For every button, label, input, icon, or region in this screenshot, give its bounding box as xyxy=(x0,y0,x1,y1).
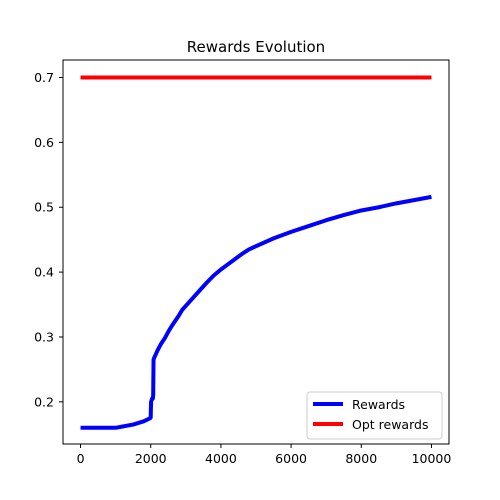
chart-title: Rewards Evolution xyxy=(187,38,325,56)
series-line-rewards xyxy=(80,194,432,430)
y-tick-label: 0.6 xyxy=(34,135,54,150)
y-tick-label: 0.3 xyxy=(34,329,54,344)
y-tick-label: 0.2 xyxy=(34,394,54,409)
y-tick-label: 0.5 xyxy=(34,200,54,215)
x-tick-label: 8000 xyxy=(345,451,377,466)
x-tick-label: 0 xyxy=(77,451,85,466)
x-tick-label: 2000 xyxy=(135,451,167,466)
plot-frame xyxy=(62,59,450,445)
y-tick-label: 0.7 xyxy=(34,70,54,85)
x-tick-label: 6000 xyxy=(275,451,307,466)
x-tick-label: 10000 xyxy=(412,451,452,466)
x-tick-label: 4000 xyxy=(205,451,237,466)
legend-label-rewards: Rewards xyxy=(352,397,405,412)
legend: Rewards Opt rewards xyxy=(306,391,443,440)
y-tick-label: 0.4 xyxy=(34,265,54,280)
legend-label-opt-rewards: Opt rewards xyxy=(352,417,428,432)
